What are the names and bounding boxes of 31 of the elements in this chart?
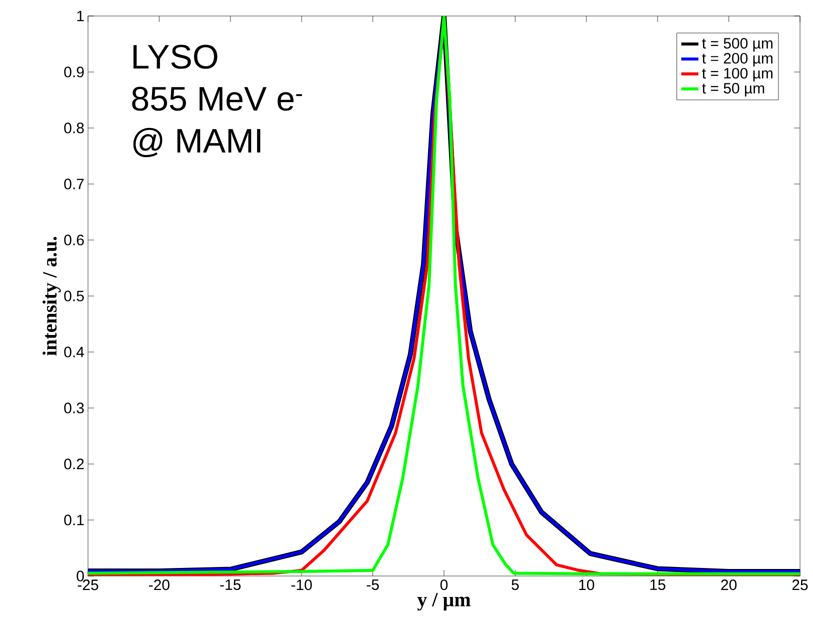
x-tick-label: -5 [366, 580, 379, 590]
x-tick-label: -20 [149, 580, 170, 590]
x-tick-label: 20 [721, 580, 737, 590]
x-tick-label: -10 [291, 580, 312, 590]
x-tick-label: 25 [792, 580, 808, 590]
annotation: @ MAMI [133, 128, 260, 158]
y-tick-label: 0.6 [64, 234, 84, 246]
y-tick-label: 1 [77, 10, 84, 22]
x-axis-title: y / µm [417, 593, 471, 611]
legend-label: t = 200 µm [702, 52, 772, 67]
y-tick-label: 0 [76, 570, 84, 582]
y-tick-label: 0.7 [64, 178, 84, 190]
y-axis-title: intensity / a.u. [42, 236, 61, 356]
x-tick-label: -15 [220, 580, 241, 590]
x-tick-label: 0 [440, 580, 448, 590]
y-tick-label: 0.3 [64, 402, 84, 414]
annotation: 855 MeV e$^{-}$ [132, 86, 302, 111]
x-tick-label: 5 [512, 580, 519, 590]
y-tick-label: 0.1 [64, 514, 84, 526]
y-tick-label: 0.8 [64, 122, 84, 134]
legend-label: t = 100 µm [702, 68, 772, 82]
y-tick-label: 0.4 [64, 346, 84, 358]
x-tick-label: 15 [650, 580, 666, 590]
y-tick-label: 0.9 [64, 66, 84, 78]
x-tick-label: -25 [78, 580, 98, 590]
annotation: LYSO [133, 44, 218, 69]
legend-label: t = 50 µm [702, 82, 764, 96]
y-tick-label: 0.5 [64, 290, 84, 302]
x-tick-label: 10 [579, 580, 594, 590]
y-tick-label: 0.2 [64, 458, 84, 470]
legend-label: t = 500 µm [702, 38, 772, 52]
